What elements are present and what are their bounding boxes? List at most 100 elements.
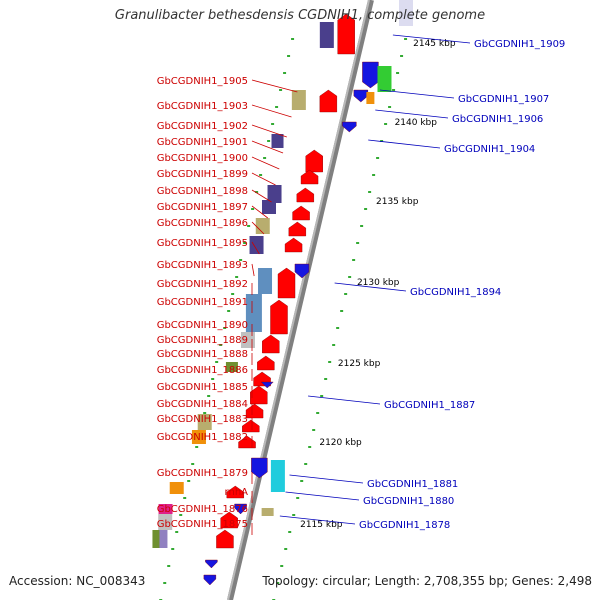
left-gene-label: GbCGDNIH1_1901 [157, 137, 248, 148]
red-gene-arrow [216, 529, 234, 549]
gene-block [255, 218, 270, 234]
outer-scale-dot [388, 106, 392, 108]
outer-scale-dot [292, 514, 296, 516]
outer-scale-dot [316, 412, 320, 414]
outer-scale-dot [348, 276, 352, 278]
inner-scale-dot [191, 463, 195, 465]
left-leader-line [251, 156, 280, 170]
map-title: Granulibacter bethesdensis CGDNIH1, comp… [114, 8, 486, 23]
gene-block [377, 66, 392, 92]
outer-scale-dot [396, 72, 400, 74]
red-gene-arrow [220, 511, 238, 529]
gene-block [152, 530, 161, 548]
left-gene-label: GbCGDNIH1_1886 [157, 365, 248, 376]
inner-scale-dot [231, 293, 235, 295]
left-leader-line [251, 79, 298, 93]
inner-scale-dot [267, 140, 271, 142]
right-gene-label: GbCGDNIH1_1880 [363, 496, 454, 507]
outer-scale-dot [376, 157, 380, 159]
left-gene-label: GbCGDNIH1_1897 [157, 202, 248, 213]
left-gene-label: GbCGDNIH1_1884 [157, 399, 248, 410]
outer-scale-dot [360, 225, 364, 227]
red-gene-arrow [305, 149, 323, 173]
left-leader-line [251, 205, 269, 219]
gene-block [267, 185, 282, 203]
left-gene-label: GbCGDNIH1_1890 [157, 320, 248, 331]
red-gene-arrow [270, 299, 288, 335]
inner-scale-dot [223, 327, 227, 329]
red-gene-arrow [262, 334, 280, 354]
red-gene-arrow [288, 221, 307, 237]
right-leader-line [289, 474, 364, 484]
left-gene-label: GbCGDNIH1_1882 [157, 432, 248, 443]
scale-tick-label: 2115 kbp [300, 520, 343, 530]
inner-scale-dot [243, 242, 247, 244]
right-gene-label: GbCGDNIH1_1904 [444, 144, 535, 155]
red-gene-arrow [257, 355, 275, 371]
inner-scale-dot [163, 582, 167, 584]
red-gene-arrow [245, 403, 264, 419]
inner-scale-dot [219, 344, 223, 346]
outer-scale-dot [308, 446, 312, 448]
gene-block [169, 482, 184, 494]
left-gene-label: GbCGDNIH1_1885 [157, 382, 248, 393]
blue-gene-arrow [203, 574, 217, 586]
left-leader-line [251, 140, 284, 154]
outer-scale-dot [288, 531, 292, 533]
left-gene-label: GbCGDNIH1_1888 [157, 349, 248, 360]
outer-scale-dot [324, 378, 328, 380]
gene-block [159, 530, 168, 548]
outer-scale-dot [328, 361, 332, 363]
gene-block [291, 90, 306, 110]
left-gene-label: rnhA [225, 487, 249, 498]
backbone-line [227, 0, 374, 600]
red-gene-arrow [300, 169, 319, 185]
red-gene-arrow [242, 419, 260, 433]
outer-scale-dot [356, 242, 360, 244]
inner-scale-dot [251, 208, 255, 210]
blue-gene-arrow [362, 61, 379, 89]
inner-scale-dot [179, 514, 183, 516]
left-gene-label: GbCGDNIH1_1875 [157, 519, 248, 530]
outer-scale-dot [320, 395, 324, 397]
left-gene-label: GbCGDNIH1_1893 [157, 260, 248, 271]
right-gene-label: GbCGDNIH1_1906 [452, 114, 543, 125]
left-gene-label: GbCGDNIH1_1896 [157, 218, 248, 229]
blue-gene-arrow [353, 89, 369, 103]
gene-block [158, 504, 173, 514]
red-gene-arrow [337, 13, 355, 55]
inner-scale-dot [207, 395, 211, 397]
gene-block [245, 294, 262, 332]
scale-tick-label: 2145 kbp [413, 39, 456, 49]
inner-scale-dot [171, 548, 175, 550]
inner-scale-dot [239, 259, 243, 261]
right-gene-label: GbCGDNIH1_1894 [410, 287, 501, 298]
gene-block [262, 200, 276, 214]
inner-scale-dot [259, 174, 263, 176]
inner-scale-dot [287, 55, 291, 57]
right-leader-line [285, 491, 360, 501]
inner-scale-dot [235, 276, 239, 278]
backbone-highlight [227, 0, 370, 600]
left-leader-line [251, 172, 276, 186]
red-gene-arrow [250, 385, 268, 405]
inner-scale-dot [215, 361, 219, 363]
outer-scale-dot [384, 123, 388, 125]
left-gene-label: GbCGDNIH1_1905 [157, 76, 248, 87]
gene-block [249, 236, 264, 254]
inner-scale-dot [227, 310, 231, 312]
left-gene-label: GbCGDNIH1_1900 [157, 153, 248, 164]
left-gene-label: GbCGDNIH1_1889 [157, 335, 248, 346]
inner-scale-dot [211, 378, 215, 380]
gene-block [191, 430, 206, 444]
red-gene-arrow [292, 205, 310, 221]
left-leader-line [251, 104, 292, 118]
blue-gene-arrow [205, 559, 218, 569]
red-gene-arrow [319, 89, 338, 113]
scale-tick-label: 2120 kbp [319, 438, 362, 448]
left-gene-label: GbCGDNIH1_1876 [157, 504, 248, 515]
outer-scale-dot [368, 191, 372, 193]
right-leader-line [308, 395, 381, 405]
gene-block [258, 268, 273, 294]
inner-scale-dot [279, 89, 283, 91]
